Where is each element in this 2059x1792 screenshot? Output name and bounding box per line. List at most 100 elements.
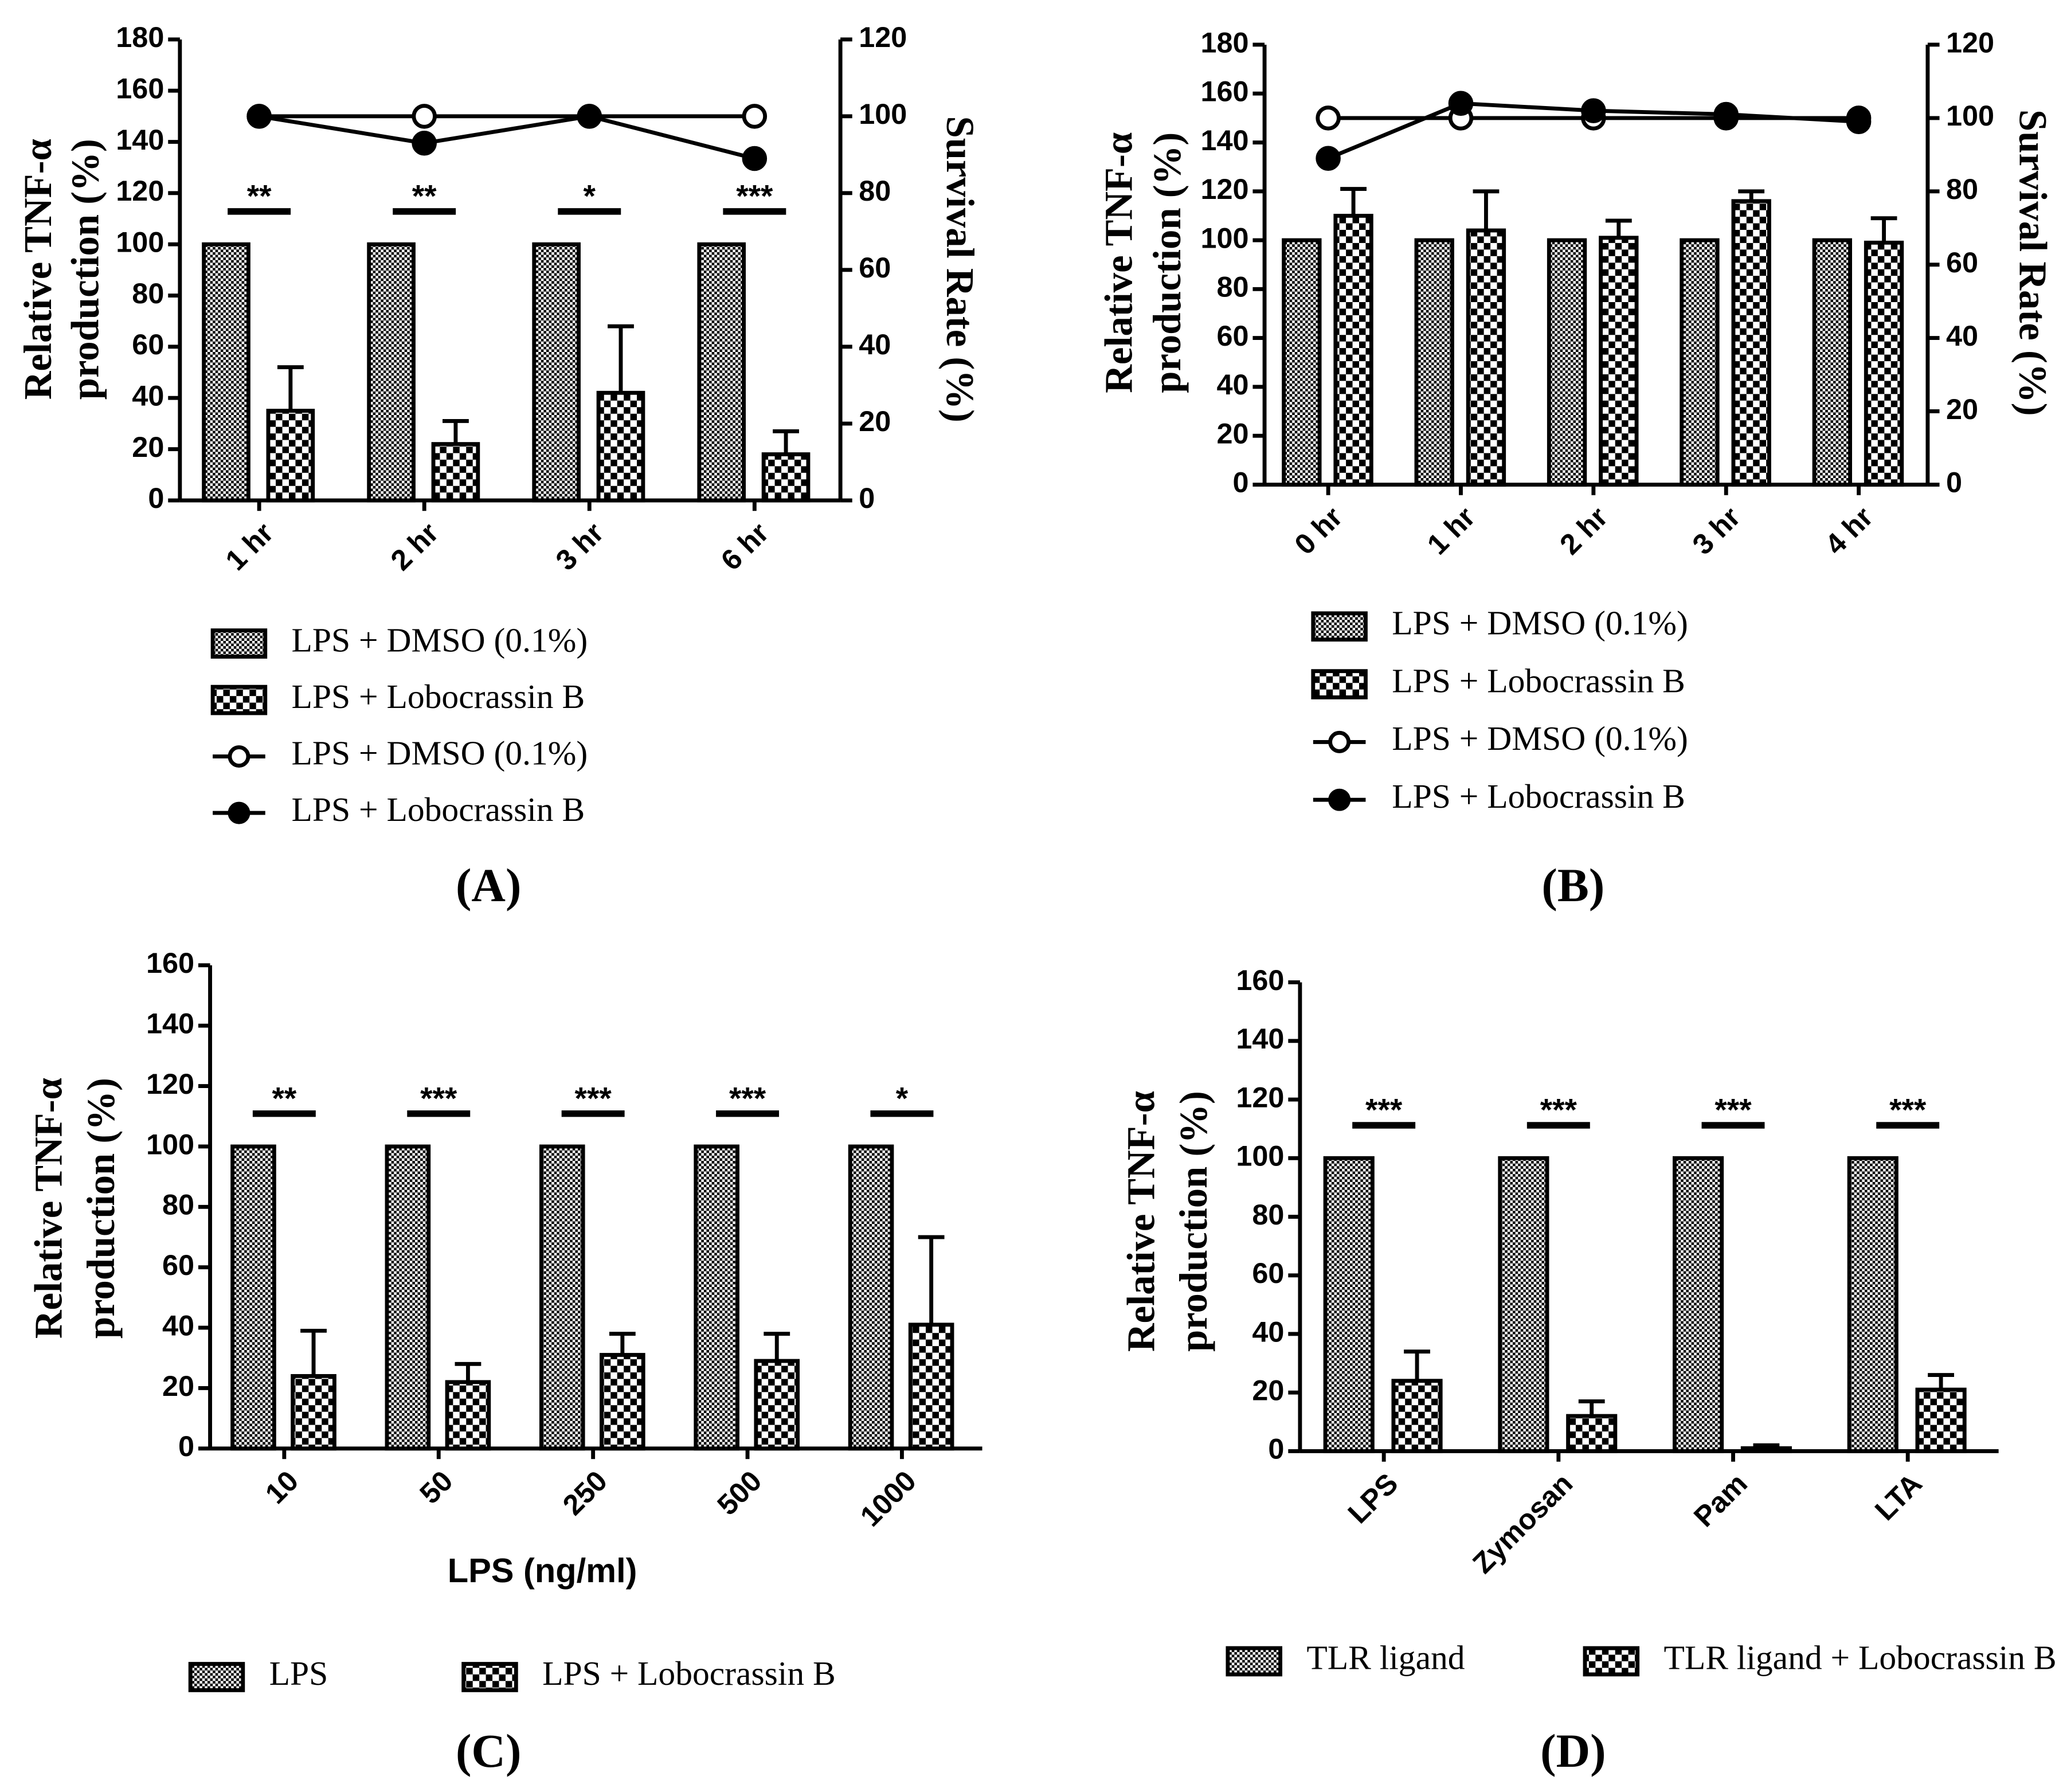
- significance-label: ***: [575, 1080, 612, 1116]
- panel-label: (A): [456, 859, 521, 911]
- y-tick-label: 100: [116, 225, 164, 258]
- y-tick-label: 180: [116, 21, 164, 53]
- error-bar: [277, 365, 304, 411]
- legend-label: LPS + DMSO (0.1%): [1392, 719, 1688, 757]
- y2-tick-label: 40: [859, 328, 891, 361]
- legend-swatch: [1311, 611, 1368, 642]
- legend-label: LPS: [269, 1654, 328, 1692]
- legend-swatch: [210, 684, 268, 715]
- significance-label: *: [896, 1080, 909, 1116]
- error-bar: [1605, 218, 1632, 238]
- y-tick-label: 160: [146, 946, 194, 979]
- legend-label: TLR ligand: [1306, 1639, 1465, 1677]
- legend-swatch: [1328, 788, 1351, 811]
- y-tick-label: 60: [162, 1249, 194, 1281]
- bar: [532, 242, 581, 503]
- y-axis-title: production (%): [64, 139, 107, 400]
- y2-tick-label: 40: [1946, 319, 1978, 352]
- x-tick-label: 10: [259, 1464, 304, 1510]
- bar: [1731, 199, 1771, 487]
- y-tick-label: 160: [1236, 964, 1284, 996]
- y2-tick-label: 20: [1946, 393, 1978, 425]
- x-tick-label: 250: [556, 1464, 613, 1521]
- x-tick-label: 2 hr: [384, 516, 445, 577]
- x-tick-label: 2 hr: [1553, 500, 1614, 561]
- bar: [1333, 213, 1373, 487]
- y-tick-label: 80: [132, 277, 164, 310]
- y-tick-label: 40: [162, 1309, 194, 1341]
- bar: [1323, 1156, 1375, 1453]
- legend-label: LPS + DMSO (0.1%): [292, 621, 588, 659]
- panel: 0 20 40 60 80 100 120 140 160 180 0 20 40 60 80 100 120 S…: [16, 21, 982, 911]
- y-tick-label: 100: [1236, 1140, 1284, 1172]
- legend-swatch: [1311, 669, 1368, 699]
- y2-tick-label: 20: [859, 405, 891, 437]
- y-tick-label: 40: [1252, 1315, 1284, 1348]
- error-bar: [1928, 1373, 1954, 1390]
- bar: [600, 1353, 645, 1451]
- point: [412, 130, 437, 156]
- y-tick-label: 40: [1217, 368, 1249, 401]
- bar: [1498, 1156, 1549, 1453]
- bar: [1282, 238, 1322, 487]
- x-tick-label: 4 hr: [1818, 500, 1879, 561]
- panel-label: (D): [1540, 1725, 1606, 1777]
- bar: [202, 242, 250, 503]
- y-tick-label: 20: [1252, 1374, 1284, 1407]
- bar: [445, 1380, 491, 1451]
- bar: [754, 1359, 800, 1451]
- bar: [1847, 1156, 1898, 1453]
- y-tick-label: 0: [178, 1430, 194, 1462]
- error-bar: [1473, 189, 1500, 231]
- significance-label: ***: [729, 1080, 766, 1116]
- y-tick-label: 100: [1201, 221, 1249, 254]
- x-tick-label: Pam: [1687, 1467, 1753, 1533]
- y-axis-title: production (%): [1172, 1091, 1215, 1352]
- point: [742, 146, 768, 171]
- error-bar: [609, 1332, 636, 1355]
- y2-axis-title: Survival Rate (%): [938, 116, 982, 422]
- y2-axis-title: Survival Rate (%): [2011, 109, 2055, 416]
- error-bar: [1578, 1399, 1605, 1417]
- point: [1713, 101, 1739, 127]
- point: [246, 104, 272, 129]
- bar: [1391, 1379, 1443, 1453]
- significance-label: ***: [1889, 1092, 1927, 1128]
- bar: [367, 242, 416, 503]
- significance-label: **: [272, 1080, 296, 1116]
- x-tick-label: 6 hr: [714, 516, 775, 577]
- y-tick-label: 120: [146, 1067, 194, 1100]
- y2-tick-label: 0: [859, 482, 875, 514]
- y-tick-label: 80: [1252, 1198, 1284, 1231]
- y-tick-label: 0: [1233, 466, 1249, 499]
- legend-swatch: [188, 1662, 245, 1692]
- point: [1581, 98, 1606, 123]
- y-tick-label: 100: [146, 1128, 194, 1160]
- x-axis-title: LPS (ng/ml): [448, 1551, 637, 1590]
- panel: 0 20 40 60 80 100 120 140 160 180 0 20 40 60 80 100 120 S…: [1097, 26, 2054, 911]
- significance-label: **: [412, 178, 437, 214]
- bar: [1599, 236, 1639, 487]
- y-tick-label: 20: [1217, 417, 1249, 449]
- bar: [1812, 238, 1853, 487]
- x-tick-label: 1 hr: [219, 516, 280, 577]
- y-tick-label: 140: [146, 1007, 194, 1040]
- bar: [385, 1144, 431, 1451]
- x-tick-label: 500: [711, 1464, 768, 1521]
- legend-swatch: [210, 628, 268, 659]
- y-axis-title: Relative TNF-α: [26, 1078, 70, 1339]
- x-tick-label: Zymosan: [1466, 1467, 1579, 1580]
- bar: [848, 1144, 894, 1451]
- y2-tick-label: 0: [1946, 466, 1962, 499]
- significance-label: *: [584, 178, 596, 214]
- bar: [1673, 1156, 1724, 1453]
- bar: [1915, 1387, 1967, 1453]
- significance-label: ***: [420, 1080, 457, 1116]
- y-tick-label: 160: [1201, 75, 1249, 108]
- panel: 0 20 40 60 80 100 120 140 160 Relative TNF-α produ…: [26, 946, 982, 1777]
- y-axis-title: production (%): [79, 1078, 123, 1339]
- bar: [1740, 1446, 1792, 1453]
- y-tick-label: 140: [1236, 1022, 1284, 1055]
- legend-swatch: [1328, 730, 1351, 753]
